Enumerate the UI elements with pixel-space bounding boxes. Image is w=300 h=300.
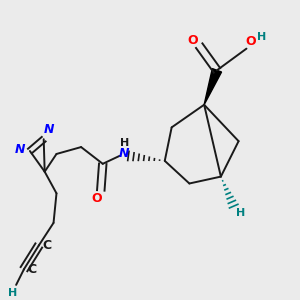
Polygon shape xyxy=(204,69,221,105)
Text: H: H xyxy=(120,138,129,148)
Text: O: O xyxy=(245,35,256,48)
Text: N: N xyxy=(44,123,54,136)
Text: N: N xyxy=(119,148,130,160)
Text: H: H xyxy=(8,288,17,298)
Text: H: H xyxy=(236,208,245,218)
Text: N: N xyxy=(15,142,25,155)
Text: O: O xyxy=(187,34,198,47)
Text: C: C xyxy=(42,239,51,252)
Text: H: H xyxy=(256,32,266,42)
Text: O: O xyxy=(92,192,102,205)
Text: C: C xyxy=(27,262,36,276)
